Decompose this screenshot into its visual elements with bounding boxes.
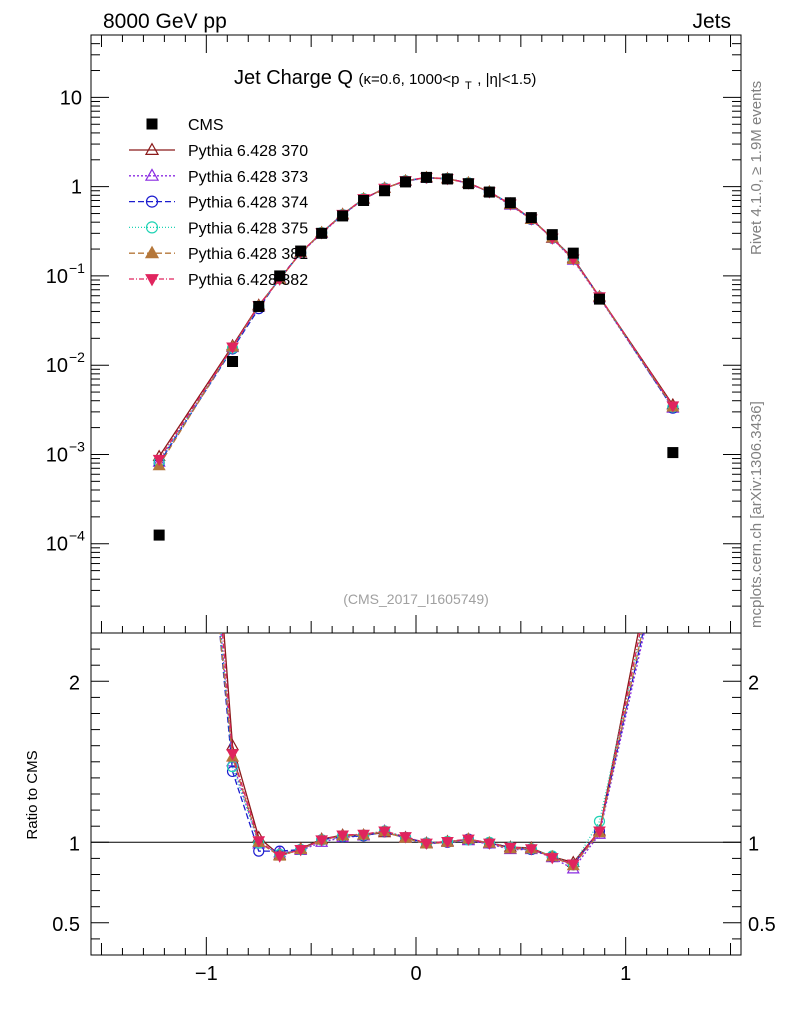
ratio-line-pythia-6-428-374 [219, 633, 644, 866]
cms-data-point [525, 212, 537, 224]
ratio-point-pythia-6-428-382 [399, 832, 412, 844]
ratio-point-pythia-6-428-382 [357, 829, 370, 842]
cms-data-point [504, 197, 516, 209]
x-tick-label: −1 [195, 963, 218, 985]
ratio-line-pythia-6-428-381 [219, 633, 643, 867]
legend-label-cms: CMS [188, 117, 224, 134]
ratio-line-pythia-6-428-375 [220, 633, 642, 866]
ratio-ylabel: Ratio to CMS [24, 750, 41, 839]
ratio-y-tick-label: 0.5 [52, 914, 80, 936]
x-tick-label: 1 [620, 963, 631, 985]
y-tick-exponent: −4 [69, 528, 85, 544]
ratio-point-pythia-6-428-382 [294, 845, 308, 857]
legend-label-pythia-6-428-375: Pythia 6.428 375 [188, 220, 308, 237]
chart-title-sub-end: , |η|<1.5) [477, 71, 536, 88]
legend: CMS Pythia 6.428 370 Pythia 6.428 373 Pythi… [129, 117, 308, 289]
chart-title-sub: (κ=0.6, 1000<p [359, 71, 460, 88]
ratio-point-pythia-6-428-382 [545, 853, 559, 865]
legend-marker-pythia-6-428-381 [144, 245, 160, 259]
ratio-line-pythia-6-428-382 [221, 633, 641, 865]
y-tick-label: 10 [46, 444, 68, 466]
y-tick-exponent: −1 [69, 260, 85, 276]
legend-marker-pythia-6-428-374 [145, 195, 159, 208]
cms-data-point [667, 447, 679, 459]
x-tick-label: 0 [410, 963, 421, 985]
ratio-point-pythia-6-428-382 [273, 851, 287, 863]
legend-marker-pythia-6-428-375 [145, 221, 159, 234]
ratio-point-pythia-6-428-382 [315, 835, 329, 847]
y-tick-label: 10 [46, 266, 68, 288]
ratio-series-layer [219, 633, 645, 874]
ratio-point-pythia-6-428-382 [441, 836, 454, 849]
cms-data-point [274, 270, 286, 282]
y-tick-label: 10 [60, 87, 82, 109]
ratio-point-pythia-6-428-382 [252, 836, 266, 848]
ratio-point-pythia-6-428-382 [593, 826, 606, 838]
cms-data-point [316, 227, 328, 239]
cms-data-point [295, 245, 307, 257]
ratio-y-tick-label: 1 [69, 833, 80, 855]
cms-data-point [227, 356, 239, 368]
legend-label-pythia-6-428-381: Pythia 6.428 381 [188, 246, 308, 263]
mcplots-label: mcplots.cern.ch [arXiv:1306.3436] [748, 401, 765, 628]
ratio-point-pythia-6-428-382 [336, 830, 349, 842]
cms-data-point [567, 247, 579, 259]
ratio-panel-frame [90, 632, 742, 956]
y-tick-exponent: −2 [69, 349, 85, 365]
cms-data-point [420, 171, 432, 183]
legend-marker-pythia-6-428-373 [144, 168, 160, 181]
legend-marker-pythia-6-428-370 [144, 142, 160, 155]
legend-marker-pythia-6-428-382 [145, 274, 159, 287]
chart-title: Jet Charge Q (κ=0.6, 1000<p T , |η|<1.5) [234, 67, 536, 94]
ratio-point-pythia-6-428-382 [483, 838, 496, 850]
point-pythia-6-428-382 [666, 401, 680, 413]
y-tick-label: 1 [71, 177, 82, 199]
ratio-y-tick-label-right: 1 [748, 833, 759, 855]
cms-data-point [462, 178, 474, 190]
ratio-line-pythia-6-428-370 [223, 633, 639, 864]
ratio-point-pythia-6-428-382 [462, 834, 475, 846]
ratio-point-pythia-6-428-382 [378, 826, 391, 838]
header-right: Jets [692, 10, 731, 33]
legend-marker-cms [146, 118, 158, 130]
cms-data-point [337, 210, 349, 222]
cms-data-point [253, 300, 265, 312]
legend-label-pythia-6-428-374: Pythia 6.428 374 [188, 195, 308, 212]
ratio-point-pythia-6-428-375 [226, 761, 239, 773]
cms-data-point [441, 173, 453, 185]
chart-title-sub-t: T [465, 80, 472, 92]
y-tick-label: 10 [46, 534, 68, 556]
ratio-y-tick-label: 2 [69, 672, 80, 694]
ratio-point-pythia-6-428-382 [566, 859, 580, 871]
ratio-line-pythia-6-428-373 [220, 633, 645, 870]
ratio-point-pythia-6-428-382 [420, 838, 433, 850]
cms-data-point [546, 229, 558, 241]
cms-data-point [593, 293, 605, 305]
cms-data-point [400, 176, 412, 188]
header-left: 8000 GeV pp [103, 10, 227, 33]
chart-title-main: Jet Charge Q [234, 67, 353, 89]
rivet-version-label: Rivet 4.1.0, ≥ 1.9M events [748, 81, 765, 255]
point-pythia-6-428-382 [226, 342, 239, 354]
main-series-layer [152, 170, 680, 541]
legend-label-pythia-6-428-370: Pythia 6.428 370 [188, 143, 308, 160]
analysis-watermark: (CMS_2017_I1605749) [343, 591, 489, 607]
cms-data-point [358, 194, 370, 206]
y-tick-exponent: −3 [69, 438, 85, 454]
y-tick-label: 10 [46, 355, 68, 377]
ratio-point-pythia-6-428-382 [524, 844, 538, 856]
point-pythia-6-428-382 [152, 454, 166, 467]
legend-label-pythia-6-428-373: Pythia 6.428 373 [188, 169, 308, 186]
cms-data-point [379, 185, 391, 197]
ratio-point-pythia-6-428-382 [226, 749, 239, 761]
legend-label-pythia-6-428-382: Pythia 6.428 382 [188, 272, 308, 289]
ratio-point-pythia-6-428-382 [503, 842, 517, 854]
ratio-y-tick-label-right: 0.5 [748, 914, 776, 936]
cms-data-point [483, 186, 495, 198]
cms-data-point [153, 529, 165, 541]
ratio-y-tick-label-right: 2 [748, 672, 759, 694]
